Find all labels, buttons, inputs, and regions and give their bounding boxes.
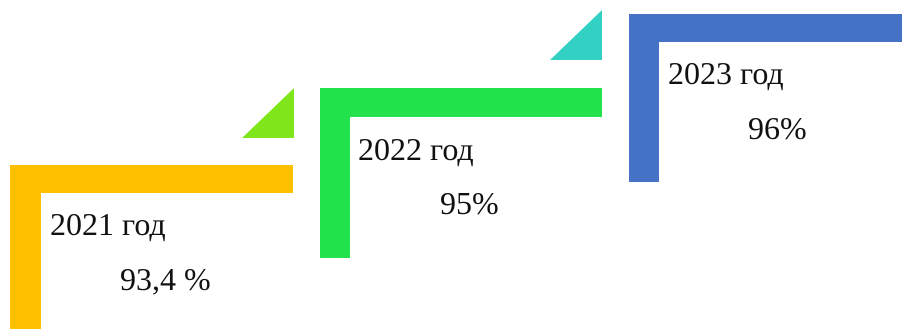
step-3-left-bar <box>629 14 659 182</box>
step-1-value-label: 93,4 % <box>120 261 211 297</box>
step-1-accent-triangle <box>242 88 294 138</box>
step-1-left-bar <box>10 165 41 329</box>
step-3-top-bar <box>629 14 902 42</box>
step-3-value-label: 96% <box>748 110 807 146</box>
step-2-left-bar <box>320 88 350 258</box>
step-1-top-bar <box>10 165 293 193</box>
step-2-accent-triangle <box>550 10 602 60</box>
step-1-year-label: 2021 год <box>50 206 166 242</box>
step-2-top-bar <box>320 88 602 117</box>
step-2-year-label: 2022 год <box>358 131 474 167</box>
step-2-value-label: 95% <box>440 185 499 221</box>
step-3-year-label: 2023 год <box>668 55 784 91</box>
